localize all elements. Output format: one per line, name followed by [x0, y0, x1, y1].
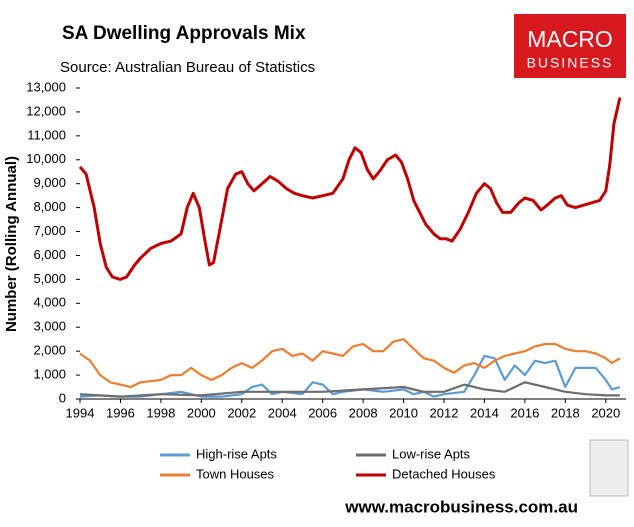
legend-label: Low-rise Apts: [392, 446, 471, 461]
y-tick-label: 4,000: [33, 295, 66, 310]
x-tick-label: 2008: [349, 405, 378, 420]
chart-subtitle: Source: Australian Bureau of Statistics: [60, 59, 315, 76]
y-tick-label: 6,000: [33, 247, 66, 262]
wolf-icon: [589, 439, 629, 497]
series-line: [78, 97, 622, 281]
y-tick-label: 0: [59, 390, 66, 405]
x-tick-label: 2016: [510, 405, 539, 420]
x-tick-label: 2006: [308, 405, 337, 420]
x-tick-label: 2014: [470, 405, 499, 420]
y-tick-label: 9,000: [33, 175, 66, 190]
y-tick-label: 7,000: [33, 223, 66, 238]
legend-label: Detached Houses: [392, 466, 496, 481]
legend-label: Town Houses: [196, 466, 275, 481]
y-tick-label: 10,000: [26, 151, 66, 166]
y-tick-label: 1,000: [33, 367, 66, 382]
x-tick-label: 2020: [591, 405, 620, 420]
series-line: [79, 338, 621, 389]
x-tick-label: 2002: [227, 405, 256, 420]
x-tick-label: 2010: [389, 405, 418, 420]
y-tick-label: 8,000: [33, 199, 66, 214]
chart-title: SA Dwelling Approvals Mix: [62, 23, 306, 44]
footer-url: www.macrobusiness.com.au: [344, 497, 578, 516]
x-tick-label: 2018: [551, 405, 580, 420]
y-tick-label: 12,000: [26, 103, 66, 118]
logo-text: BUSINESS: [527, 55, 614, 71]
y-axis-label: Number (Rolling Annual): [3, 156, 20, 332]
y-tick-label: 5,000: [33, 271, 66, 286]
x-tick-label: 1996: [106, 405, 135, 420]
y-tick-label: 3,000: [33, 319, 66, 334]
logo-text: MACRO: [527, 26, 613, 52]
series-line: [79, 381, 620, 398]
x-tick-label: 1998: [146, 405, 175, 420]
y-tick-label: 11,000: [27, 127, 66, 142]
series-line: [79, 354, 621, 398]
y-tick-label: 13,000: [26, 79, 66, 94]
logo-box: [514, 14, 626, 78]
x-tick-label: 2004: [268, 405, 297, 420]
x-tick-label: 2000: [187, 405, 216, 420]
x-tick-label: 2012: [430, 405, 459, 420]
legend-label: High-rise Apts: [196, 446, 277, 461]
x-tick-label: 1994: [66, 405, 95, 420]
y-tick-label: 2,000: [33, 343, 66, 358]
